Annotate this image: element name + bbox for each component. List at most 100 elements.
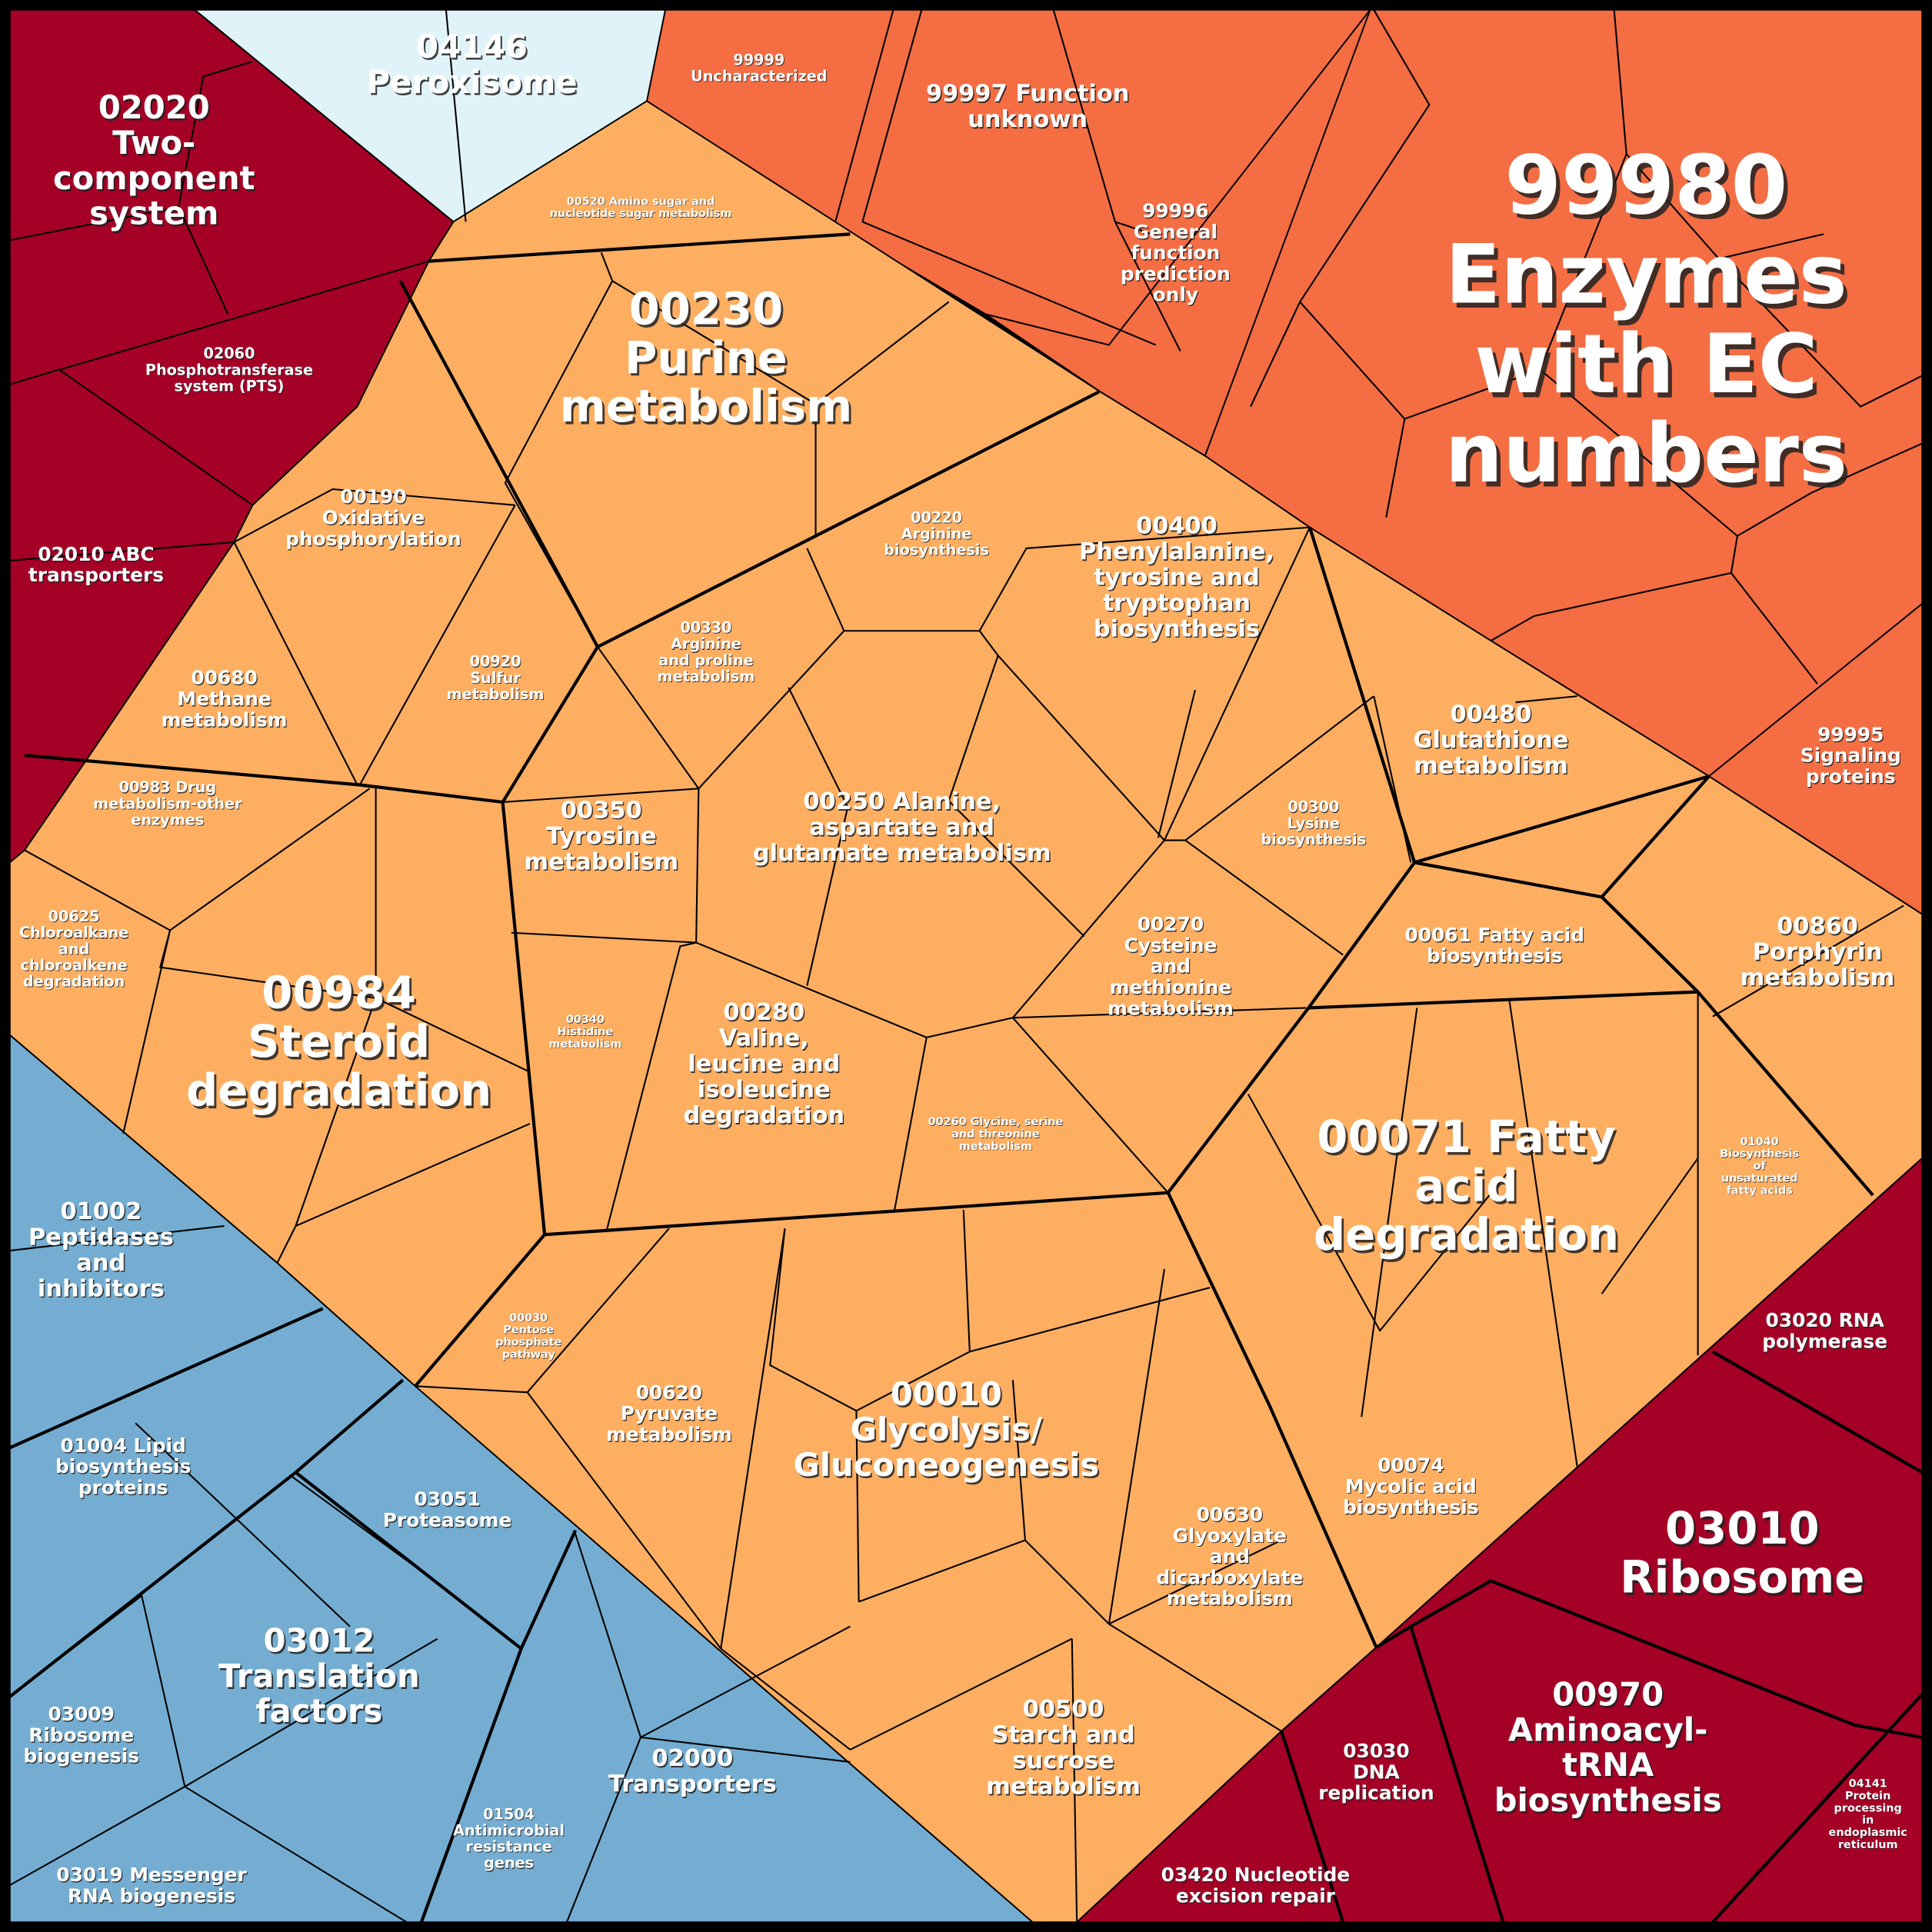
label-line: 99999 — [733, 51, 784, 68]
label-shadow: proteins — [79, 1477, 169, 1500]
label-line: proteins — [1806, 765, 1896, 788]
label-line: Porphyrin — [1753, 938, 1883, 965]
label-shadow: 99997 Function — [927, 82, 1131, 109]
label-shadow: 01002 — [62, 1200, 143, 1227]
label-line: 00480 — [1451, 701, 1532, 728]
label-line: 00500 — [1023, 1696, 1104, 1723]
label-line: Sulfur — [470, 669, 521, 687]
cell-label-00010: 0001000010Glycolysis/Glycolysis/Gluconeo… — [794, 1375, 1101, 1485]
label-line: 00280 — [723, 999, 804, 1026]
label-shadow: glutamate metabolism — [754, 841, 1052, 868]
label-shadow: transporters — [29, 565, 165, 588]
label-line: Methane — [177, 688, 271, 710]
label-shadow: 00984 — [264, 969, 418, 1021]
label-shadow: Ribosome — [1622, 1554, 1867, 1606]
label-shadow: and — [1151, 956, 1191, 978]
label-shadow: biosynthesis — [56, 1457, 192, 1479]
label-line: unsaturated — [1721, 1172, 1798, 1184]
label-shadow: Uncharacterized — [691, 68, 828, 86]
label-line: glutamate metabolism — [753, 840, 1051, 867]
label-line: 01504 — [483, 1805, 535, 1823]
label-shadow: 00625 — [49, 908, 101, 926]
label-line: 03420 Nucleotide — [1161, 1864, 1351, 1886]
cell-edges — [9, 9, 1923, 685]
label-line: and — [1151, 955, 1191, 978]
label-shadow: 03420 Nucleotide — [1162, 1865, 1351, 1887]
cell-label-00920: 0092000920SulfurSulfurmetabolismmetaboli… — [447, 653, 545, 704]
label-line: RNA biogenesis — [68, 1884, 235, 1907]
label-shadow: excision repair — [1177, 1886, 1337, 1908]
label-shadow: only — [1154, 285, 1199, 307]
label-shadow: 00300 — [1288, 799, 1340, 817]
label-shadow: biosynthesis — [884, 542, 990, 560]
label-shadow: 00074 — [1378, 1455, 1444, 1477]
label-line: 00983 Drug — [119, 778, 216, 796]
label-shadow: biosynthesis — [1496, 1783, 1724, 1820]
label-shadow: Lysine — [1288, 815, 1341, 833]
cell-label-00250: 00250 Alanine,00250 Alanine,aspartate an… — [753, 788, 1052, 868]
label-shadow: 02010 ABC — [39, 544, 155, 566]
label-shadow: tRNA — [1564, 1748, 1656, 1786]
cell-label-00230: 0023000230PurinePurinemetabolismmetaboli… — [560, 282, 854, 435]
label-line: metabolism — [548, 1038, 621, 1051]
label-line: Pentose — [503, 1324, 554, 1337]
cell-label-99996: 9999699996GeneralGeneralfunctionfunction… — [1121, 199, 1231, 307]
label-line: nucleotide sugar metabolism — [550, 208, 732, 220]
label-shadow: 01504 — [484, 1806, 535, 1824]
label-shadow: metabolism — [988, 1774, 1142, 1801]
label-shadow: Signaling — [1801, 745, 1902, 768]
label-shadow: resistance — [466, 1839, 552, 1857]
label-shadow: aspartate and — [811, 815, 996, 842]
cell-label-00340: 0034000340HistidineHistidinemetabolismme… — [548, 1014, 622, 1051]
label-shadow: 01004 Lipid — [62, 1435, 187, 1457]
label-line: and threonine — [951, 1128, 1040, 1141]
label-shadow: metabolism — [525, 850, 680, 877]
label-line: 03012 — [263, 1622, 375, 1660]
label-line: methionine — [1110, 976, 1232, 998]
label-line: metabolism — [606, 1424, 732, 1446]
label-line: Uncharacterized — [691, 67, 827, 85]
label-line: Aminoacyl- — [1508, 1710, 1708, 1748]
label-line: and — [58, 940, 89, 958]
label-line: 00250 Alanine, — [803, 788, 1001, 815]
label-line: 01004 Lipid — [60, 1434, 185, 1457]
cell-label-00680: 0068000680MethaneMethanemetabolismmetabo… — [162, 667, 288, 732]
label-shadow: reticulum — [1839, 1840, 1899, 1852]
label-line: 99997 Function — [926, 81, 1130, 108]
label-line: 01002 — [60, 1198, 142, 1225]
label-shadow: dicarboxylate — [1158, 1567, 1304, 1590]
label-shadow: enzymes — [132, 812, 205, 830]
label-line: 99995 — [1817, 723, 1884, 745]
label-shadow: Purine — [627, 334, 790, 386]
label-shadow: 00970 — [1554, 1677, 1665, 1715]
label-shadow: metabolism — [1108, 998, 1234, 1021]
label-shadow: Glyoxylate — [1174, 1525, 1287, 1547]
label-line: and — [1210, 1545, 1250, 1567]
label-line: metabolism — [1108, 997, 1234, 1019]
label-shadow: and — [1211, 1547, 1251, 1569]
label-shadow: Glutathione — [1414, 728, 1570, 755]
label-shadow: metabolism — [549, 1039, 622, 1051]
label-shadow: metabolism — [1168, 1588, 1294, 1611]
label-shadow: Porphyrin — [1754, 940, 1884, 967]
label-line: numbers — [1445, 406, 1847, 501]
label-line: 00230 — [629, 282, 784, 335]
label-line: biosynthesis — [1494, 1781, 1722, 1819]
label-line: 00970 — [1552, 1676, 1664, 1714]
label-shadow: component — [55, 161, 257, 198]
label-shadow: isoleucine — [698, 1078, 831, 1105]
label-line: metabolism — [524, 848, 678, 875]
label-shadow: 03009 — [49, 1704, 115, 1727]
label-line: Oxidative — [322, 507, 425, 529]
label-shadow: 00680 — [192, 668, 258, 690]
label-shadow: 00220 — [911, 509, 963, 527]
label-line: 00625 — [48, 908, 100, 925]
label-shadow: metabolism — [448, 686, 545, 704]
label-line: system (PTS) — [175, 377, 285, 395]
label-shadow: Cysteine — [1125, 935, 1218, 958]
